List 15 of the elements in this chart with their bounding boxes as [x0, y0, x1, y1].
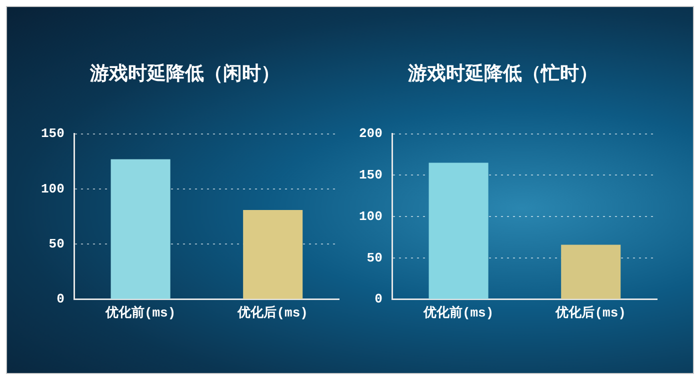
x-tick-label: 优化后(ms)	[236, 304, 308, 320]
y-tick-label: 150	[41, 126, 65, 142]
y-tick-label: 0	[374, 292, 383, 307]
chart-title: 游戏时延降低（闲时）	[89, 62, 280, 84]
y-tick-label: 50	[366, 250, 383, 266]
x-tick-label: 优化前(ms)	[422, 305, 494, 320]
y-tick-label: 200	[359, 126, 383, 142]
y-tick-label: 100	[359, 208, 383, 224]
chart-title: 游戏时延降低（忙时）	[407, 62, 598, 84]
x-tick-label: 优化前(ms)	[104, 305, 176, 320]
y-tick-label: 150	[359, 167, 383, 182]
y-tick-label: 0	[56, 292, 65, 307]
y-tick-label: 100	[41, 181, 65, 196]
y-tick-label: 50	[48, 236, 65, 252]
x-tick-label: 优化后(ms)	[554, 304, 626, 320]
